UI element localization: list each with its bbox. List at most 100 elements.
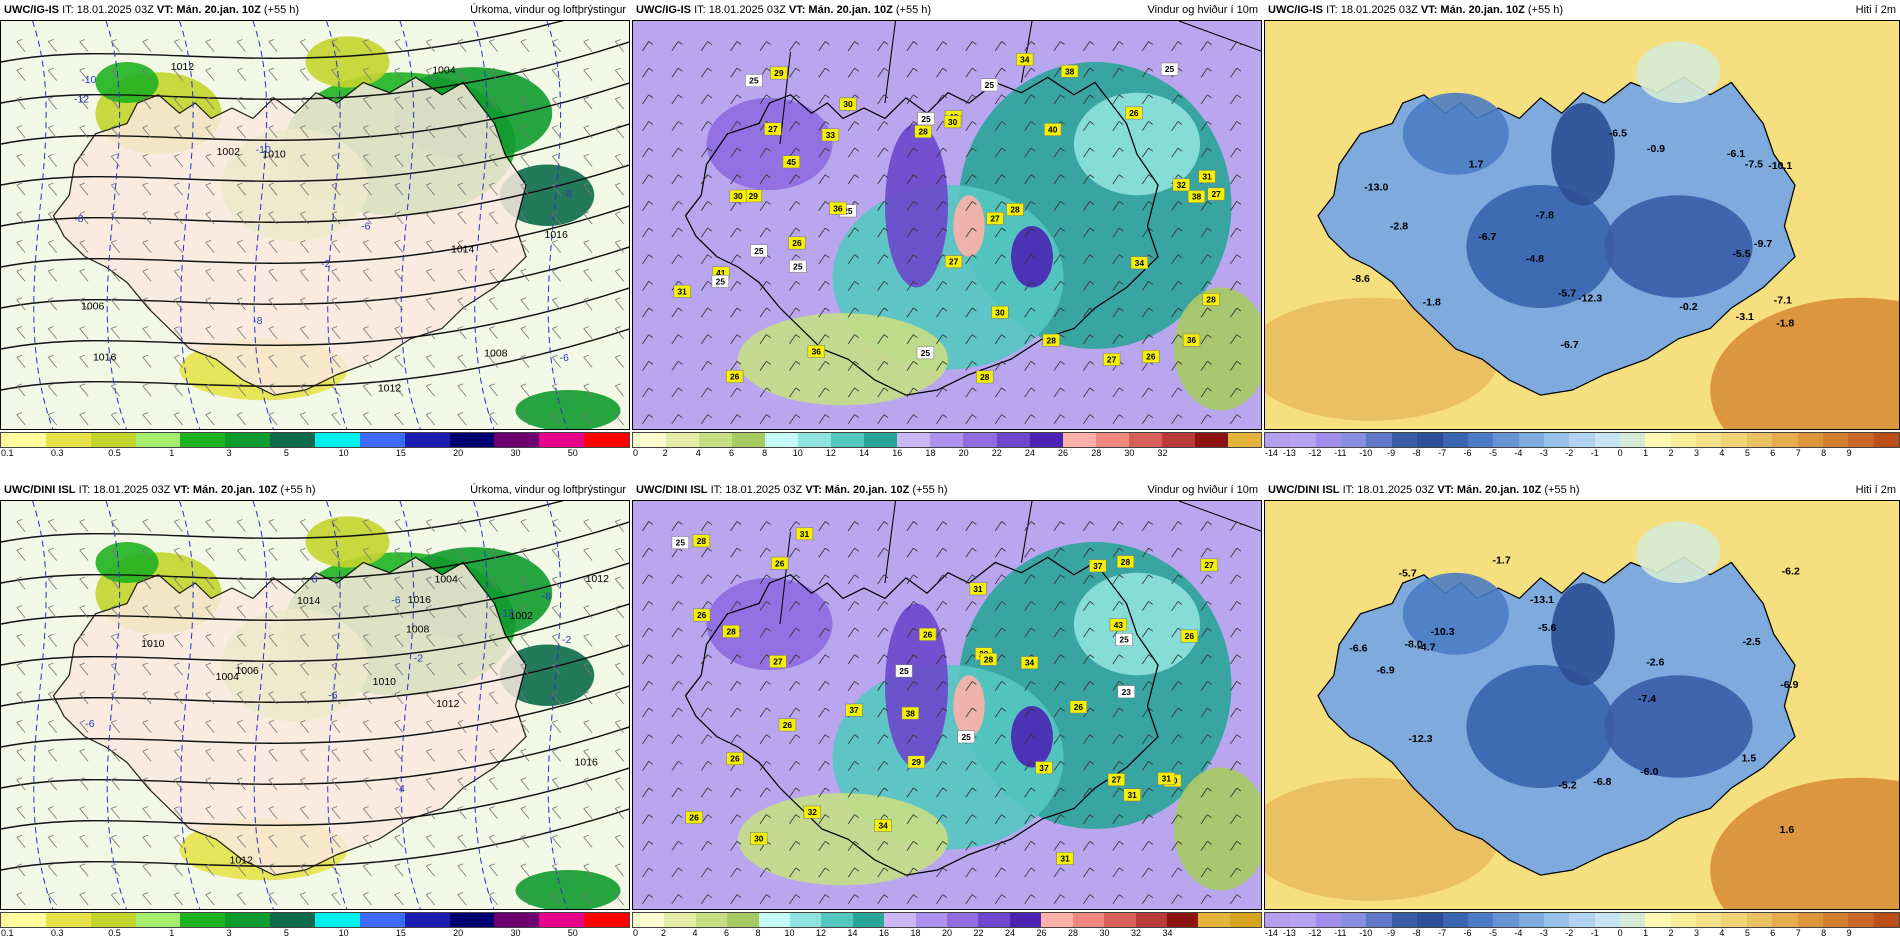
map-wind[interactable]: 2725282736383327283125274045262627322940… [632,20,1262,430]
legend-swatch [1029,433,1063,447]
panel-p5: UWC/DINI ISL IT: 18.01.2025 03Z VT: Mán.… [632,480,1262,950]
precip-area [95,542,159,583]
wind-barb [362,354,372,368]
wind-barb [1200,227,1212,238]
legend-swatch [1822,433,1849,447]
temp-label: -6.9 [1780,680,1798,691]
wind-barb [818,254,830,265]
wind-barb [457,383,467,397]
wind-barb [394,125,404,139]
wind-barb [1200,121,1212,131]
wind-barb [47,719,57,733]
wind-barb [142,806,152,820]
legend-swatch [1746,433,1773,447]
wind-barb [205,691,215,705]
svg-text:38: 38 [1065,66,1075,76]
color-legend: 0.1 0.3 0.5 1 3 5 10 15 20 30 50 [0,912,630,940]
wind-barb [877,360,889,371]
wind-barb [520,383,530,397]
valid-time-label: VT: [805,484,822,496]
wind-barb [994,67,1007,78]
wind-barb [173,719,183,733]
wind-barb [1083,867,1095,878]
wind-barb [877,201,889,211]
legend-label: -3 [1539,448,1548,458]
wind-area [953,675,985,737]
wind-barb [110,239,120,253]
gust-label: 29 [907,755,925,769]
legend-swatch [1645,913,1671,927]
panel-title: Úrkoma, vindur og loftþrýstingur [470,4,626,16]
contour-label: 1010 [262,149,286,160]
wind-barb [936,627,948,638]
legend-swatch [996,433,1030,447]
wind-barb [877,334,889,345]
wind-barb [965,360,977,371]
wind-barb [1024,307,1036,318]
wind-barb [1141,761,1154,771]
wind-barb [47,153,57,167]
svg-text:29: 29 [912,757,922,767]
map-temp[interactable]: -7.5 -4.8 -5.5 -0.2 -2.8 -0.9 -5.7 -6.7 -6.5 -7.8… [1264,20,1900,430]
wind-barb [47,576,57,590]
wind-barb [457,892,467,906]
isobar [1,328,629,391]
wind-barb [877,174,889,185]
wind-barb [877,307,889,318]
wind-barb [520,719,530,733]
map-precip[interactable]: 1016 1016 1012 1014 1012 1010 1008 1006 1004 1002… [0,500,630,910]
wind-barb [700,414,713,425]
wind-barb [236,182,246,196]
wind-barb [16,182,26,196]
legend-label: 22 [991,448,1002,458]
legend-labels: 0.1 0.3 0.5 1 3 5 10 15 20 30 50 [0,928,630,940]
panel-header: UWC/DINI ISL IT: 18.01.2025 03Z VT: Mán.… [0,480,630,500]
wind-barb [847,654,860,665]
wind-barb [1053,574,1065,585]
wind-barb [551,239,561,253]
gust-label: 31 [1056,852,1074,865]
wind-barb [173,182,183,196]
wind-barb [642,334,654,345]
wind-barb [642,681,654,691]
legend-label: 28 [1091,448,1102,458]
wind-barb [936,547,948,558]
wind-barb [906,654,918,665]
wind-barb [425,239,435,253]
map-wind[interactable]: 2530292627253132283128372626313726273430… [632,500,1262,910]
wind-barb [671,840,683,851]
panel-p6: UWC/DINI ISL IT: 18.01.2025 03Z VT: Mán.… [1264,480,1900,950]
wind-barb [642,574,654,585]
wind-barb [1200,814,1212,825]
wind-barb [110,354,120,368]
wind-barb [173,96,183,110]
wind-barb [583,182,593,196]
wind-barb [1230,707,1242,718]
wind-barb [268,326,278,340]
wind-barb [671,254,683,265]
wind-barb [906,681,918,691]
map-temp[interactable]: -6.9 -4.7 -5.6 1.6 -2.6 -5.2 -6.6 -8.0 -6.2 -6.0-… [1264,500,1900,910]
wind-barb [457,777,467,791]
wind-barb [488,96,498,110]
wind-barb [759,174,771,185]
wind-barb [1024,894,1036,905]
wind-barb [965,94,977,105]
temp-label: -6.8 [1593,777,1611,788]
wind-barb [700,227,713,238]
valid-time-label: VT: [1420,4,1438,16]
wind-barb [236,268,246,282]
map-precip[interactable]: 1014 1016 1016 1012 1010 1008 1006 1004 1002 1012… [0,20,630,430]
wind-barb [965,414,977,425]
legend-swatch [494,433,540,447]
wind-barb [642,360,654,371]
wind-barb [394,892,404,906]
wind-barb [759,814,771,825]
wind-barb [1112,201,1124,211]
wind-barb [205,182,215,196]
wind-barb [16,576,26,590]
wind-barb [79,326,89,340]
wind-barb [1024,387,1036,398]
wind-barb [520,777,530,791]
wind-barb [142,777,152,791]
